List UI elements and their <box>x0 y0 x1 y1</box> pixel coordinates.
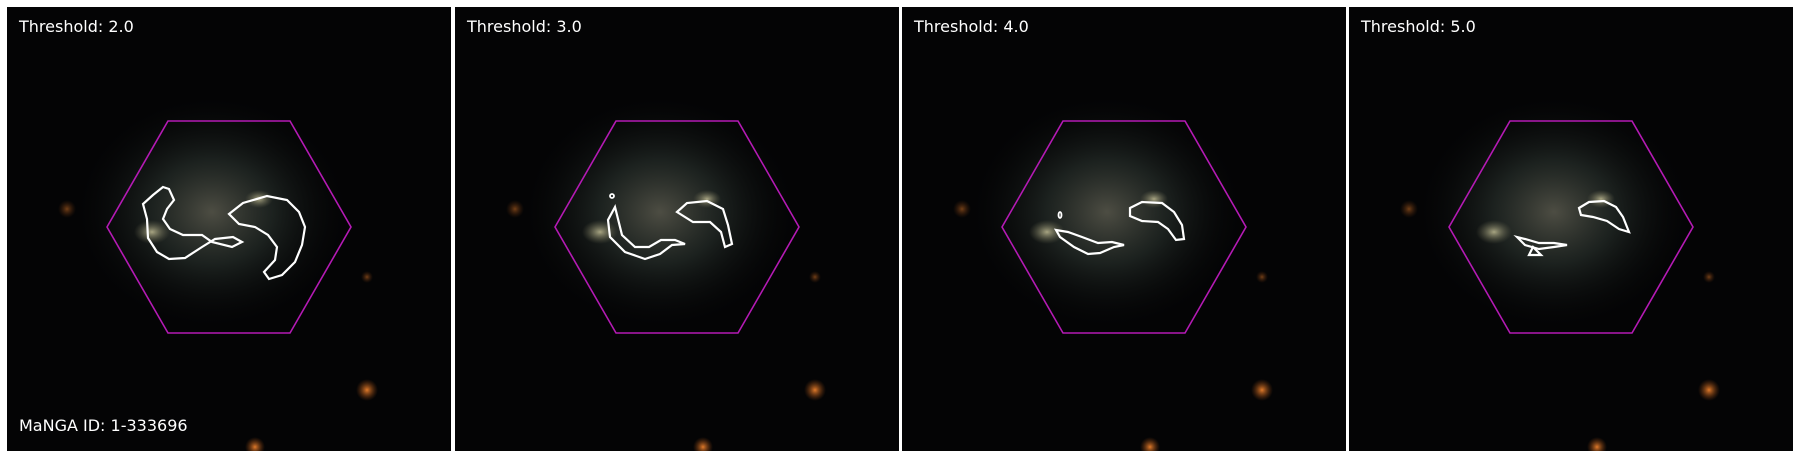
manga-id-label: MaNGA ID: 1-333696 <box>19 416 188 435</box>
contour <box>1577 199 1631 234</box>
contour <box>1513 234 1568 251</box>
ifu-hexagon <box>1448 120 1694 334</box>
contour <box>606 203 686 261</box>
contour <box>675 199 734 249</box>
threshold-label: Threshold: 5.0 <box>1361 17 1476 36</box>
contour <box>227 194 307 281</box>
contour <box>1128 200 1186 242</box>
contour <box>141 185 245 261</box>
contour <box>1057 211 1063 219</box>
galaxy-image <box>7 7 451 451</box>
image-panel-3: Threshold: 4.0 <box>902 7 1346 451</box>
galaxy-image <box>455 7 899 451</box>
threshold-label: Threshold: 4.0 <box>914 17 1029 36</box>
threshold-label: Threshold: 2.0 <box>19 17 134 36</box>
contour <box>1053 228 1125 256</box>
ifu-hexagon <box>1001 120 1247 334</box>
contour <box>609 193 615 199</box>
image-panel-2: Threshold: 3.0 <box>455 7 899 451</box>
ifu-hexagon <box>106 120 352 334</box>
image-panel-4: Threshold: 5.0 <box>1349 7 1793 451</box>
galaxy-image <box>902 7 1346 451</box>
threshold-label: Threshold: 3.0 <box>467 17 582 36</box>
galaxy-image <box>1349 7 1793 451</box>
image-panel-1: Threshold: 2.0 MaNGA ID: 1-333696 <box>7 7 451 451</box>
ifu-hexagon <box>554 120 800 334</box>
contour <box>1527 245 1544 257</box>
